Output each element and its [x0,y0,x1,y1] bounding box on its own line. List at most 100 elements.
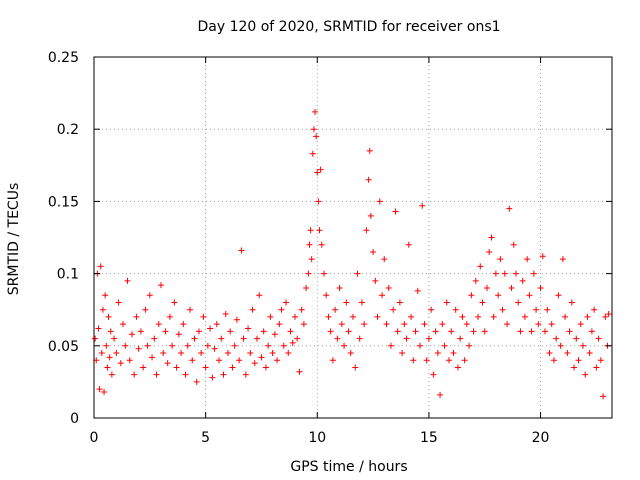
data-point [495,292,502,299]
y-axis-ticks: 0 0.05 0.1 0.15 0.2 0.25 [48,50,612,427]
data-point [171,299,178,306]
data-point [367,212,374,219]
data-point [296,368,303,375]
data-point [278,306,285,313]
data-point [365,176,372,183]
data-point [240,335,247,342]
data-point [115,299,122,306]
data-point [571,364,578,371]
data-point [211,345,218,352]
data-point [582,371,589,378]
data-point [390,306,397,313]
data-point [338,321,345,328]
data-point [133,313,140,320]
plot-frame [93,56,613,419]
data-point [416,342,423,349]
data-point [396,299,403,306]
data-point [492,270,499,277]
data-point [323,292,330,299]
y-tick-label: 0.2 [57,122,79,138]
x-tick-label: 5 [201,430,210,446]
data-point [454,364,461,371]
data-point [126,357,133,364]
data-point [222,311,229,318]
data-point [584,313,591,320]
data-point [103,342,110,349]
data-point [421,321,428,328]
data-point [329,357,336,364]
y-axis-label: SRMTID / TECUs [6,183,22,296]
data-point [200,313,207,320]
data-point [229,364,236,371]
data-point [233,316,240,323]
data-point [267,313,274,320]
data-point [526,292,533,299]
data-point [271,331,278,338]
data-point [459,313,466,320]
data-point [220,371,227,378]
y-tick-label: 0.1 [57,267,79,283]
data-point [354,270,361,277]
data-point [434,350,441,357]
data-point [376,198,383,205]
data-point [336,285,343,292]
data-point [113,350,120,357]
data-point [430,371,437,378]
data-point [198,350,205,357]
data-point [303,285,310,292]
data-point [209,374,216,381]
data-point [316,227,323,234]
data-point [294,335,301,342]
data-point [345,328,352,335]
data-point [533,306,540,313]
data-point [605,311,612,318]
data-point [356,335,363,342]
data-point [408,313,415,320]
data-point [542,328,549,335]
data-point [499,306,506,313]
data-point [600,393,607,400]
x-tick-label: 20 [532,430,550,446]
data-point [374,313,381,320]
data-point [325,313,332,320]
data-point [410,357,417,364]
data-point [591,306,598,313]
data-point [258,354,265,361]
data-point [537,285,544,292]
data-point [343,299,350,306]
data-point [441,342,448,349]
data-point [131,371,138,378]
data-point [448,328,455,335]
data-point [180,321,187,328]
data-point [412,328,419,335]
data-point [173,364,180,371]
data-point [92,335,99,342]
data-point [117,360,124,367]
data-point [256,292,263,299]
data-point [140,364,147,371]
data-point [155,321,162,328]
data-point [544,306,551,313]
data-point [501,270,508,277]
data-point [564,350,571,357]
data-point [204,342,211,349]
data-point [300,321,307,328]
data-point [586,350,593,357]
data-point [157,282,164,289]
data-point [486,248,493,255]
data-point [428,306,435,313]
data-point [510,241,517,248]
data-point [189,357,196,364]
y-tick-label: 0.25 [48,50,79,66]
data-point [363,227,370,234]
data-point [124,277,131,284]
data-point [381,256,388,263]
chart-title: Day 120 of 2020, SRMTID for receiver ons… [197,19,500,35]
data-point [253,335,260,342]
data-point [443,299,450,306]
data-point [452,306,459,313]
data-point [178,350,185,357]
data-point [135,345,142,352]
data-point [553,335,560,342]
